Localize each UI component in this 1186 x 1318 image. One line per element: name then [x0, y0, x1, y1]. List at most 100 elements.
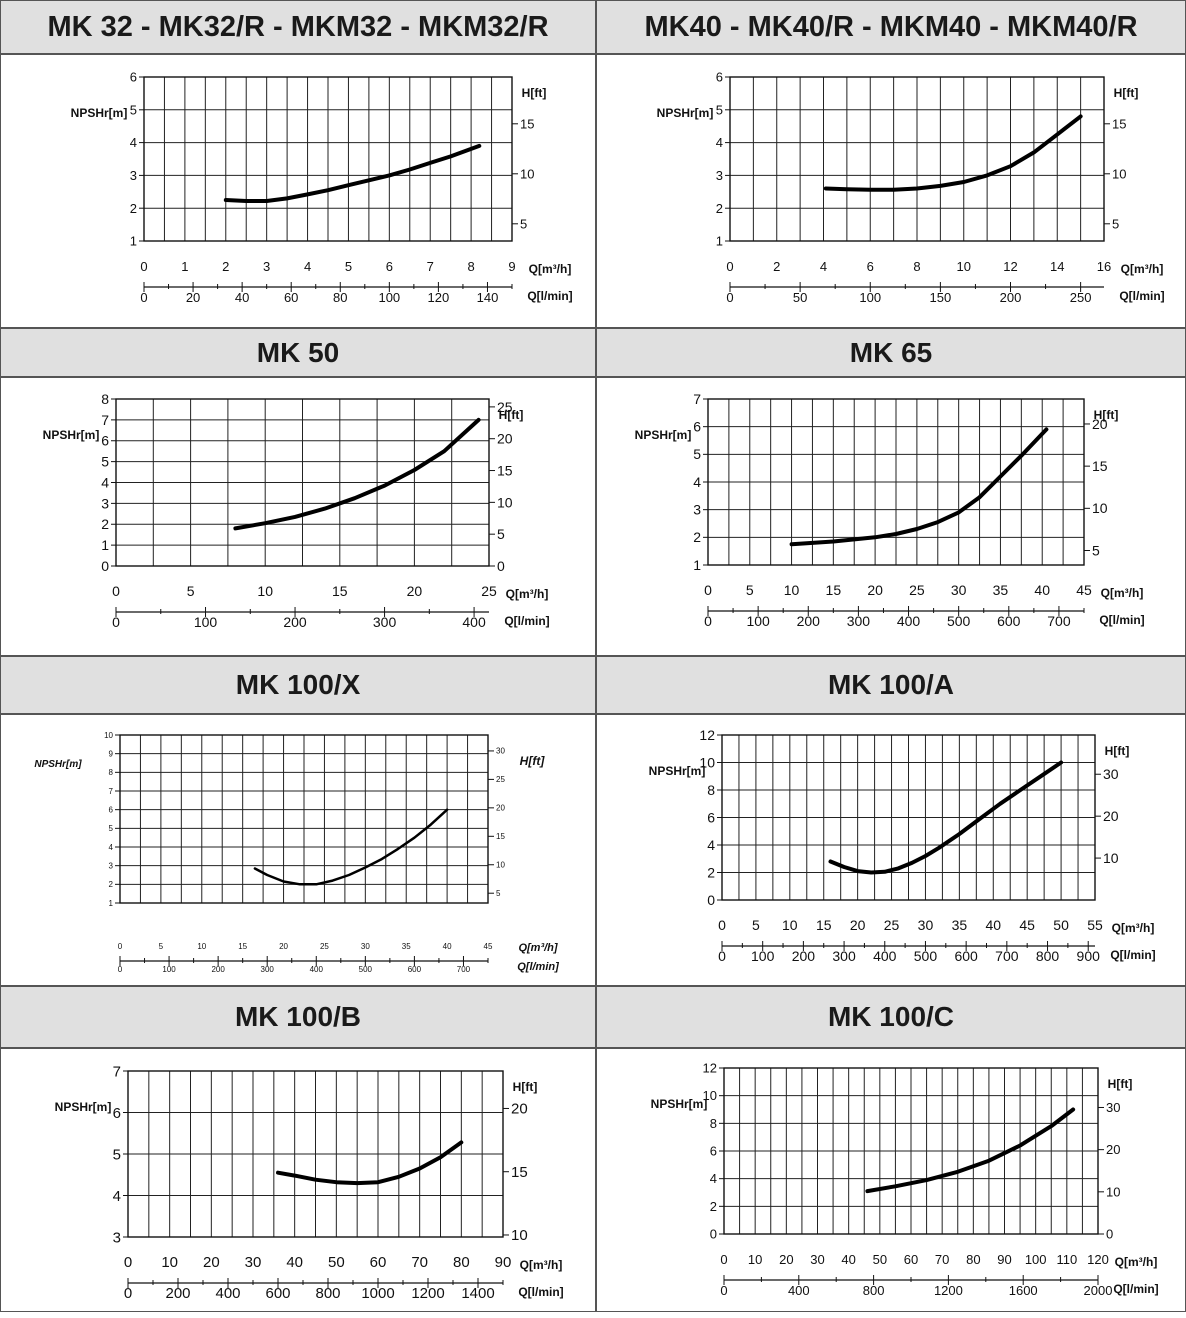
- x2-axis-label: Q[l/min]: [1113, 1282, 1158, 1296]
- x-tick-label: 4: [820, 259, 827, 274]
- x-tick-label: 30: [245, 1254, 262, 1271]
- plot-frame: [119, 734, 489, 904]
- npsh-curve: [823, 114, 1083, 192]
- x2-tick-label: 300: [261, 965, 275, 974]
- x2-tick-label: 20: [186, 290, 200, 305]
- y-tick-label: 2: [130, 201, 137, 216]
- x-tick-label: 0: [112, 583, 120, 599]
- chart-title: MK 32 - MK32/R - MKM32 - MKM32/R: [0, 0, 596, 54]
- x-tick-label: 1: [181, 259, 188, 274]
- x-tick-label: 80: [453, 1254, 470, 1271]
- x-tick-label: 30: [918, 917, 934, 933]
- grid-lines: [143, 76, 513, 242]
- grid-lines: [721, 734, 1096, 901]
- y-tick-label: 4: [130, 135, 137, 150]
- chart-panel: 1 2 3 4 5 6 7 8 9 10 NPSHr[m] 5 10 15 20 25 30 H[ft] 0 5 10 1…: [0, 714, 596, 986]
- y-tick-label: 5: [716, 102, 723, 117]
- x2-tick-label: 0: [140, 290, 147, 305]
- y-tick-label: 2: [101, 516, 109, 532]
- x2-tick-label: 800: [315, 1285, 340, 1302]
- x-axis-label: Q[m³/h]: [506, 587, 549, 601]
- y-tick-label: 1: [101, 537, 109, 553]
- x-tick-label: 20: [779, 1252, 793, 1267]
- x2-tick-label: 200: [1000, 290, 1022, 305]
- x-tick-label: 15: [816, 917, 832, 933]
- y2-tick-label: 20: [496, 804, 505, 813]
- x-tick-label: 10: [748, 1252, 762, 1267]
- y-axis-label: NPSHr[m]: [43, 428, 100, 442]
- npsh-curve: [233, 417, 481, 531]
- x2-tick-label: 1400: [461, 1285, 494, 1302]
- x-tick-label: 5: [345, 259, 352, 274]
- y-tick-label: 10: [699, 754, 715, 770]
- x2-tick-label: 300: [847, 613, 871, 629]
- chart-title: MK40 - MK40/R - MKM40 - MKM40/R: [596, 0, 1186, 54]
- chart-panel: 3 4 5 6 7 NPSHr[m] 10 15 20 H[ft] 0 10 20 30 40 50 60 70 8…: [0, 1048, 596, 1312]
- y2-tick-label: 10: [1103, 850, 1119, 866]
- x2-tick-label: 100: [746, 613, 770, 629]
- x-axis-label: Q[m³/h]: [518, 942, 557, 954]
- x2-tick-label: 40: [235, 290, 249, 305]
- y-tick-label: 3: [109, 861, 114, 870]
- y2-tick-label: 15: [1112, 116, 1126, 131]
- y2-tick-label: 20: [511, 1101, 528, 1118]
- x-tick-label: 80: [966, 1252, 980, 1267]
- x2-axis-label: Q[l/min]: [517, 961, 559, 973]
- x2-tick-label: 250: [1070, 290, 1092, 305]
- y2-tick-label: 15: [496, 832, 505, 841]
- x2-tick-label: 700: [995, 948, 1019, 964]
- x-tick-label: 25: [884, 917, 900, 933]
- y-tick-label: 0: [707, 892, 715, 908]
- y2-axis-label: H[ft]: [1108, 1077, 1133, 1091]
- x-tick-label: 20: [850, 917, 866, 933]
- y2-tick-label: 20: [1092, 416, 1108, 432]
- x-axis-label: Q[m³/h]: [1115, 1255, 1158, 1269]
- y-tick-label: 3: [693, 502, 701, 518]
- x2-axis-label: Q[l/min]: [504, 614, 549, 628]
- x2-tick-label: 100: [378, 290, 400, 305]
- x-tick-label: 20: [203, 1254, 220, 1271]
- x2-tick-label: 0: [720, 1283, 727, 1298]
- y-tick-label: 4: [113, 1188, 121, 1205]
- x-tick-label: 10: [784, 582, 800, 598]
- y-tick-label: 0: [710, 1227, 717, 1242]
- y-tick-label: 4: [707, 837, 715, 853]
- y-tick-label: 10: [703, 1088, 717, 1103]
- npsh-curve: [789, 427, 1049, 547]
- npsh-curve: [276, 1140, 464, 1186]
- x-tick-label: 15: [826, 582, 842, 598]
- y-tick-label: 3: [113, 1229, 121, 1246]
- x-tick-label: 50: [873, 1252, 887, 1267]
- x-tick-label: 0: [118, 942, 123, 951]
- x-tick-label: 0: [140, 259, 147, 274]
- x2-tick-label: 500: [359, 965, 373, 974]
- x-tick-label: 0: [704, 582, 712, 598]
- x-axis-label: Q[m³/h]: [520, 1258, 563, 1272]
- y2-tick-label: 20: [497, 431, 513, 447]
- y-tick-label: 1: [716, 234, 723, 249]
- y-tick-label: 8: [707, 782, 715, 798]
- x-tick-label: 50: [328, 1254, 345, 1271]
- y-tick-label: 7: [113, 1063, 121, 1080]
- npsh-curve: [828, 760, 1064, 875]
- x-tick-label: 4: [304, 259, 311, 274]
- x2-tick-label: 50: [793, 290, 807, 305]
- y-tick-label: 12: [699, 727, 715, 743]
- x-tick-label: 40: [985, 917, 1001, 933]
- y-tick-label: 5: [101, 454, 109, 470]
- x-tick-label: 10: [957, 259, 971, 274]
- x-tick-label: 10: [161, 1254, 178, 1271]
- x2-tick-label: 100: [162, 965, 176, 974]
- x2-tick-label: 200: [283, 614, 307, 630]
- x-tick-label: 40: [1034, 582, 1050, 598]
- y2-tick-label: 25: [496, 775, 505, 784]
- x2-tick-label: 300: [373, 614, 397, 630]
- y2-tick-label: 15: [497, 462, 513, 478]
- y2-tick-label: 10: [1112, 166, 1126, 181]
- y-tick-label: 7: [101, 412, 109, 428]
- y-tick-label: 7: [693, 391, 701, 407]
